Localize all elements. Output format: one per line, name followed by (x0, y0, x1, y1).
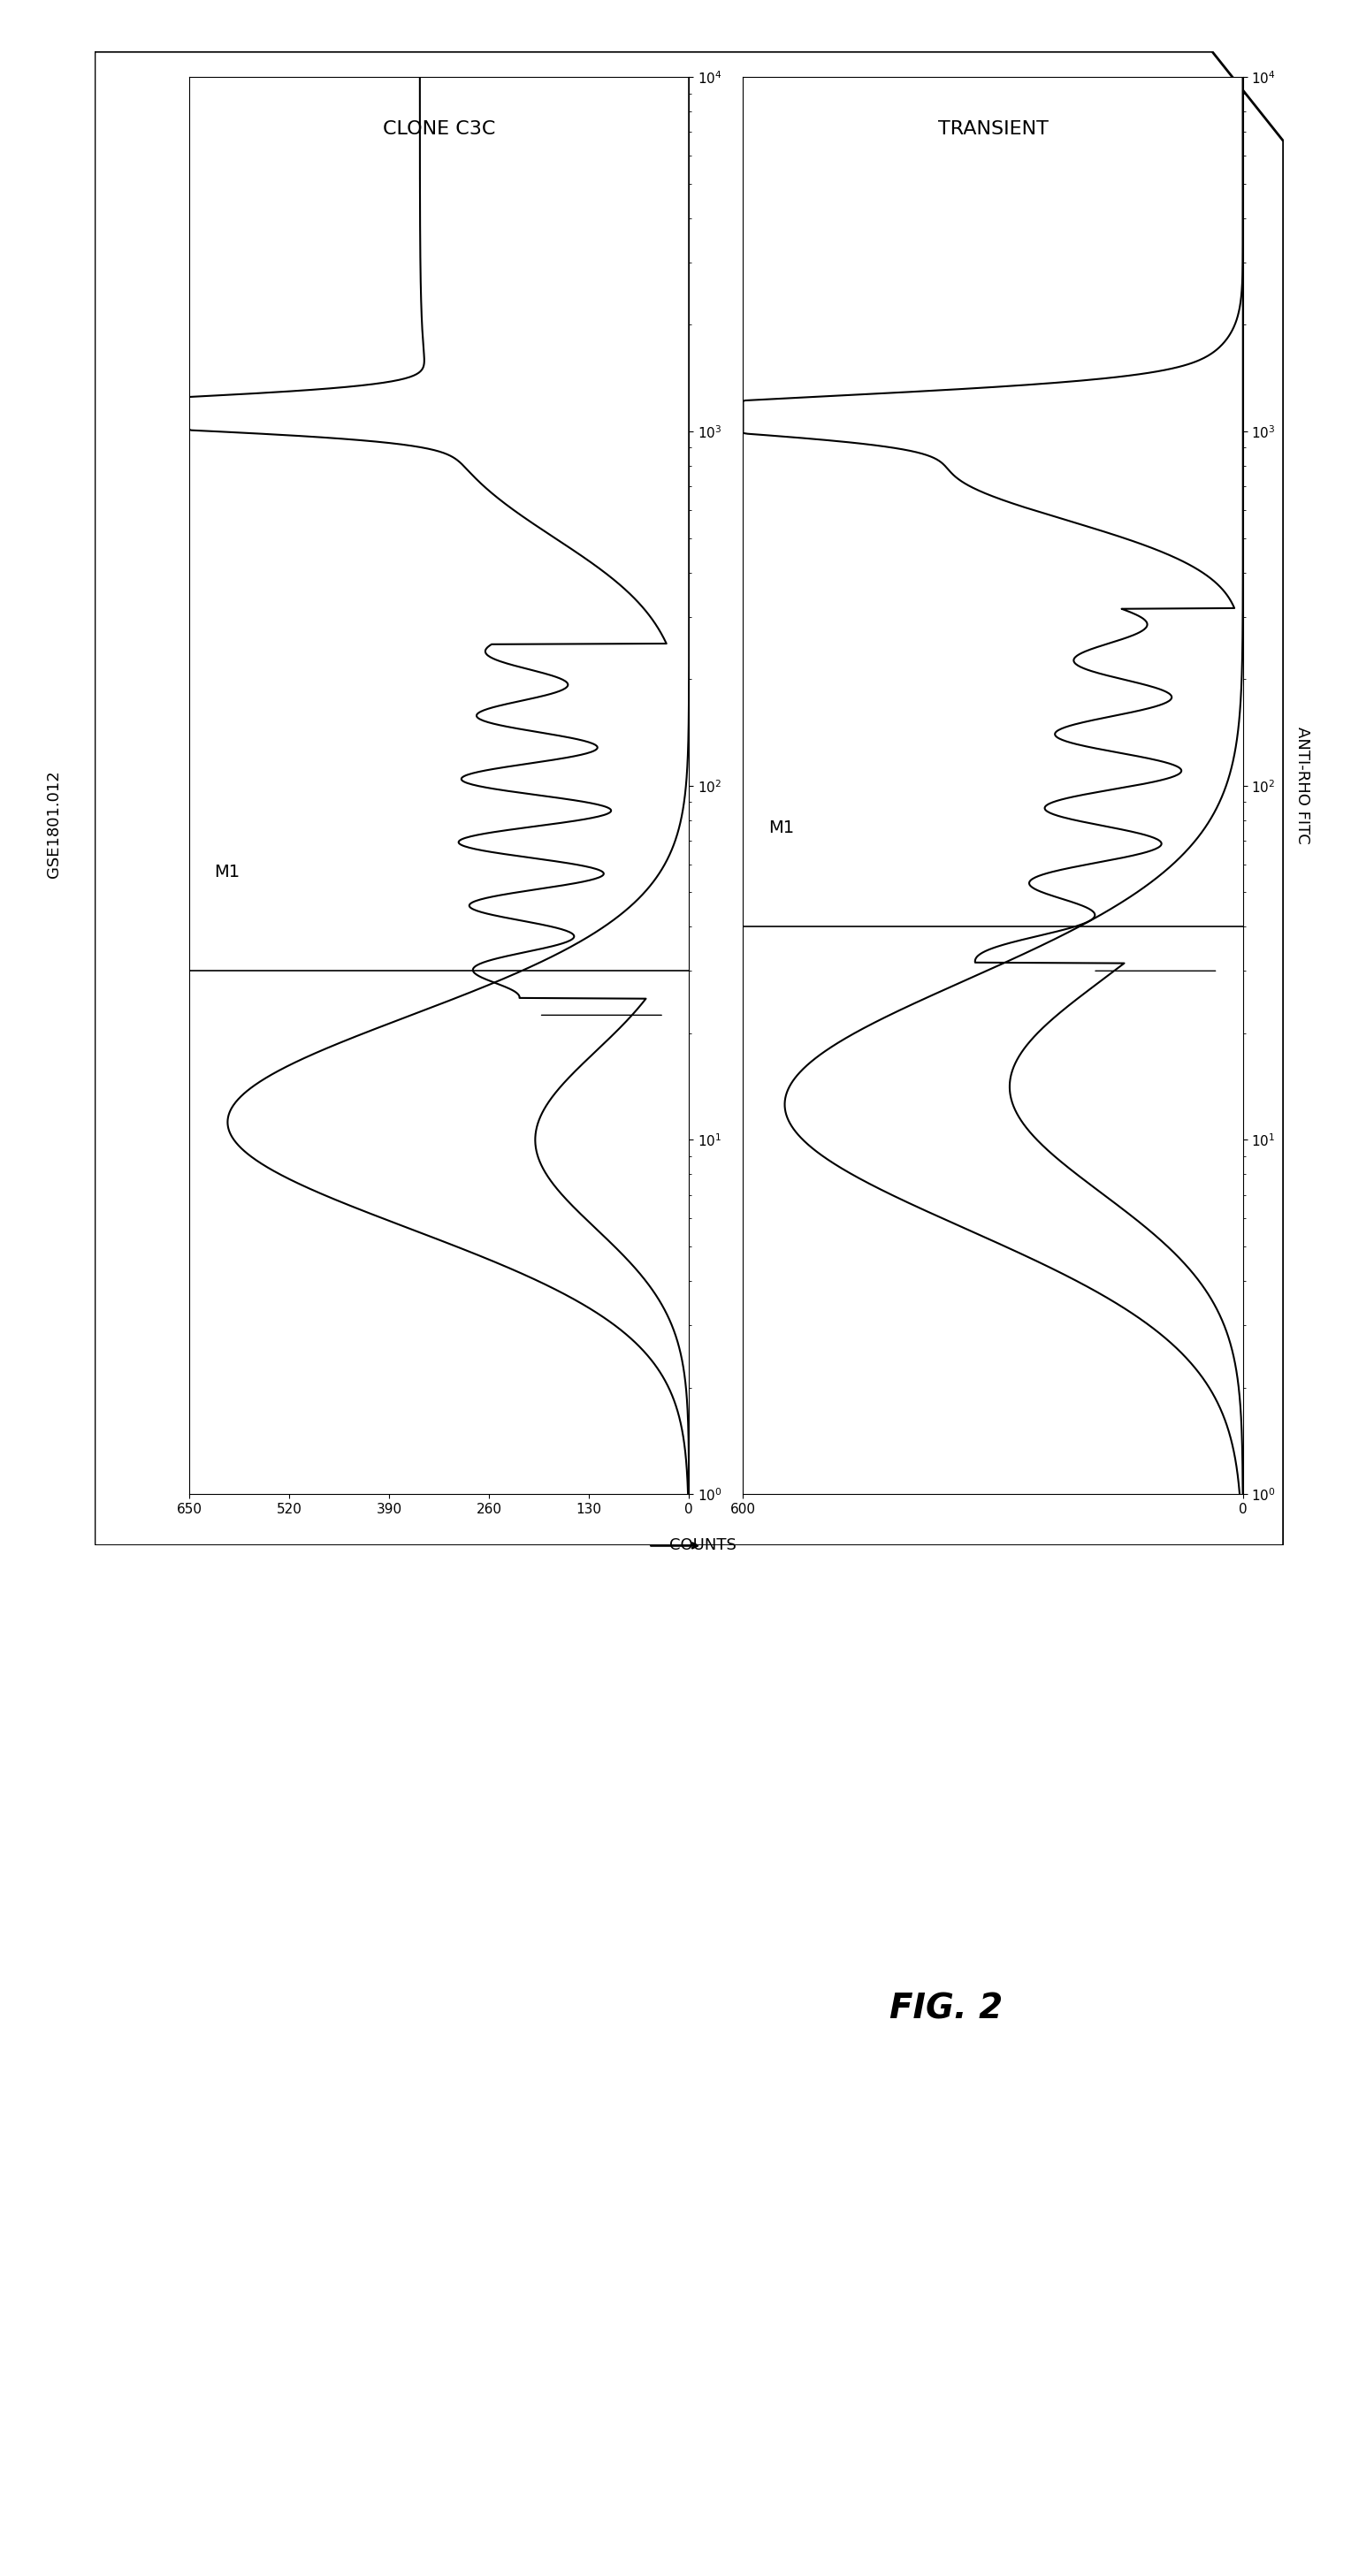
Y-axis label: ANTI-RHO FITC: ANTI-RHO FITC (740, 726, 757, 845)
Text: CLONE C3C: CLONE C3C (382, 121, 496, 137)
Text: M1: M1 (767, 819, 794, 837)
Text: M1: M1 (215, 863, 240, 881)
Text: FIG. 2: FIG. 2 (889, 1991, 1002, 2027)
Text: TRANSIENT: TRANSIENT (938, 121, 1048, 137)
Text: COUNTS: COUNTS (669, 1538, 736, 1553)
Text: GSE1801.012: GSE1801.012 (46, 770, 62, 878)
Y-axis label: ANTI-RHO FITC: ANTI-RHO FITC (1294, 726, 1310, 845)
